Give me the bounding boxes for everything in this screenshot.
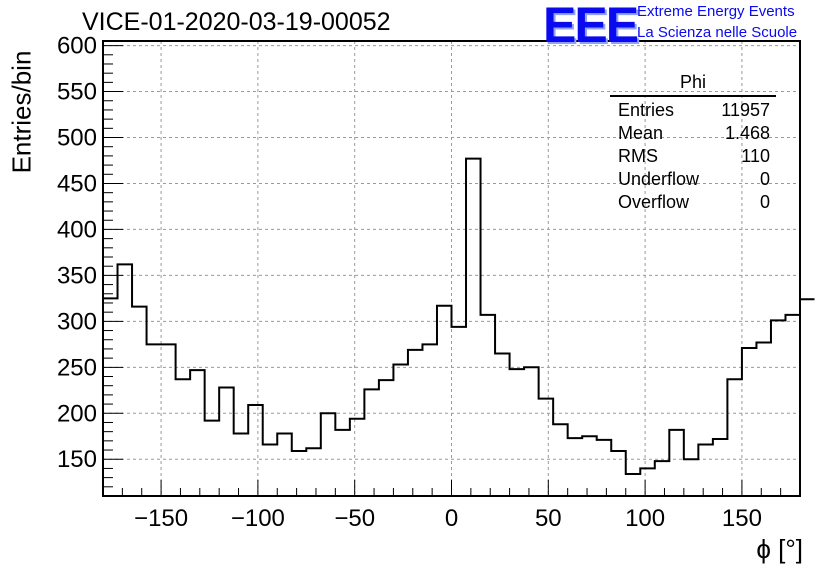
stats-value: 0	[759, 192, 770, 212]
eee-logo: EEE	[543, 0, 639, 53]
stats-value: 1.468	[724, 123, 770, 143]
x-tick-label: 150	[722, 505, 762, 532]
histogram-series	[103, 157, 815, 475]
logo-caption-line1: Extreme Energy Events	[637, 3, 795, 20]
y-tick-label: 150	[57, 446, 97, 473]
y-tick-label: 500	[57, 125, 97, 152]
stats-label: RMS	[618, 146, 658, 166]
stats-row-entries: Entries 11957	[610, 99, 776, 122]
x-tick-label: −100	[231, 505, 285, 532]
logo-caption-line2: La Scienza nelle Scuole	[637, 24, 798, 41]
x-axis-label: ϕ [°]	[756, 534, 803, 564]
stats-row-overflow: Overflow 0	[610, 191, 776, 214]
x-tick-label: 100	[625, 505, 665, 532]
stats-row-underflow: Underflow 0	[610, 168, 776, 191]
x-tick-label: 50	[535, 505, 562, 532]
stats-label: Overflow	[618, 192, 690, 212]
x-axis-ticks: −150 −100 −50 0 50 100 150	[102, 480, 801, 532]
chart-title: VICE-01-2020-03-19-00052	[82, 8, 391, 36]
stats-title: Phi	[610, 72, 776, 97]
y-tick-label: 250	[57, 354, 97, 381]
stats-value: 0	[759, 169, 770, 189]
stats-value: 11957	[721, 100, 770, 120]
y-tick-label: 350	[57, 262, 97, 289]
y-tick-label: 300	[57, 308, 97, 335]
y-tick-label: 550	[57, 79, 97, 106]
y-tick-label: 200	[57, 400, 97, 427]
y-tick-label: 450	[57, 170, 97, 197]
stats-label: Mean	[618, 123, 664, 143]
y-tick-label: 600	[57, 33, 97, 60]
stats-row-mean: Mean 1.468	[610, 122, 776, 145]
stats-value: 110	[741, 146, 770, 166]
stats-label: Underflow	[618, 169, 700, 189]
x-tick-label: 0	[445, 505, 458, 532]
y-axis-ticks: 150 200 250 300 350 400 450 500 550 600	[57, 33, 123, 497]
x-tick-label: −50	[334, 505, 375, 532]
x-tick-label: −150	[134, 505, 188, 532]
stats-label: Entries	[618, 100, 675, 120]
stats-row-rms: RMS 110	[610, 145, 776, 168]
y-tick-label: 400	[57, 216, 97, 243]
histogram-line	[103, 157, 815, 475]
stats-box: Phi Entries 11957 Mean 1.468 RMS 110 Und…	[610, 72, 776, 214]
y-axis-label: Entries/bin	[6, 50, 37, 174]
